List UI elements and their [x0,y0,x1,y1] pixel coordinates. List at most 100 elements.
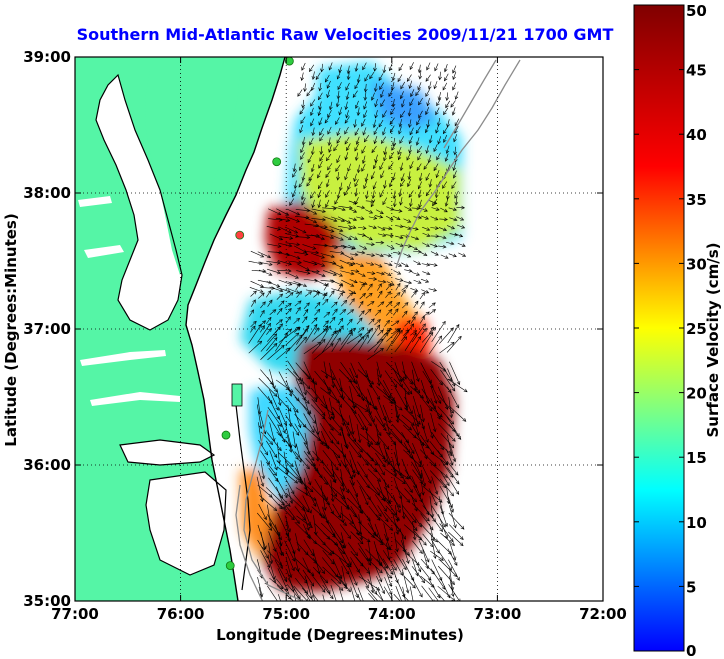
velocity-arrow-head [390,110,394,115]
velocity-arrow [258,377,278,397]
velocity-arrow-head [373,67,377,72]
colorbar-tick-label: 50 [686,2,707,20]
velocity-arrow [323,283,329,291]
velocity-arrow-head [398,130,402,135]
x-axis-label: Longitude (Degrees:Minutes) [216,626,464,644]
velocity-arrow-head [363,138,368,143]
velocity-arrow [440,470,450,486]
velocity-arrow [433,144,438,152]
velocity-arrow [383,523,389,541]
velocity-arrow [432,198,438,206]
velocity-arrow [447,548,458,566]
velocity-arrow [457,242,466,247]
velocity-arrow [430,251,439,256]
velocity-arrow-head [382,131,386,136]
velocity-arrow [375,154,378,163]
velocity-arrow-head [364,77,368,82]
velocity-arrow [367,338,384,352]
velocity-arrow-head [432,202,436,207]
velocity-arrow [384,486,401,508]
velocity-arrow-head [348,329,353,334]
velocity-arrow [392,458,397,477]
velocity-arrow-head [286,503,291,507]
velocity-arrow-head [387,431,391,436]
velocity-arrow-head [324,579,329,584]
velocity-arrow-head [361,149,365,154]
velocity-arrow [277,568,288,592]
velocity-arrow [398,152,402,160]
velocity-arrow-head [373,406,378,410]
velocity-arrow [295,236,310,238]
velocity-arrow [330,416,343,431]
velocity-arrow [248,309,254,317]
velocity-arrow-head [327,390,331,395]
velocity-arrow-head [399,95,404,100]
velocity-arrow-head [401,515,406,520]
velocity-arrow-head [332,330,337,335]
velocity-arrow-head [447,389,452,394]
velocity-arrow-head [422,323,426,328]
velocity-arrow [401,302,409,309]
velocity-arrow-head [450,241,455,246]
velocity-arrow [403,329,409,336]
velocity-arrow-head [428,183,433,188]
velocity-arrow [339,557,350,575]
velocity-arrow [367,523,378,537]
velocity-arrow-head [281,501,285,506]
velocity-arrow [446,92,449,101]
velocity-arrow-head [369,210,374,214]
velocity-arrow [274,524,282,546]
velocity-arrow-head [261,325,265,329]
velocity-arrow [345,152,349,160]
velocity-arrow-head [424,216,429,220]
velocity-arrow-head [323,225,328,229]
velocity-arrow-head [415,572,419,577]
velocity-arrow-head [306,92,311,97]
velocity-arrow [386,361,405,381]
velocity-arrow [276,550,283,569]
velocity-arrow [347,467,355,486]
velocity-arrow-head [453,524,457,529]
velocity-arrow [312,548,320,574]
velocity-arrow-head [398,123,403,128]
velocity-arrow [367,485,385,501]
velocity-arrow-head [291,193,296,198]
velocity-arrow [410,452,422,477]
velocity-arrow-head [313,323,318,328]
velocity-arrow-head [450,409,454,414]
velocity-arrow [332,245,347,248]
velocity-arrow-head [268,400,273,404]
velocity-arrow [305,389,318,402]
velocity-arrow [416,163,422,171]
velocity-arrow [411,475,421,497]
velocity-arrow-head [402,289,406,294]
velocity-arrow-head [336,132,341,137]
velocity-arrow-head [279,236,284,241]
velocity-arrow [379,82,385,90]
velocity-arrow-head [433,167,438,172]
velocity-arrow [409,119,412,128]
velocity-arrow-head [352,225,357,229]
velocity-arrow-head [352,410,357,414]
velocity-arrow-head [426,227,431,231]
velocity-arrow [374,215,383,218]
velocity-arrow-head [408,84,413,89]
velocity-arrow [385,283,392,291]
velocity-arrow [303,442,315,461]
velocity-arrow [409,136,413,144]
velocity-arrow-head [425,400,430,405]
velocity-arrow-head [345,489,349,494]
velocity-arrow-head [343,583,348,588]
velocity-arrow [428,154,432,163]
velocity-arrow-head [299,129,303,134]
velocity-arrow [313,378,317,400]
velocity-arrow-head [303,249,307,253]
offshore-island [231,383,243,407]
velocity-arrow-head [418,204,422,209]
velocity-arrow [447,467,460,485]
velocity-arrow-head [333,218,338,223]
colorbar-tick-label: 0 [686,642,696,659]
velocity-arrow-head [409,66,414,71]
velocity-arrow [327,110,332,118]
velocity-arrow-head [454,232,459,237]
